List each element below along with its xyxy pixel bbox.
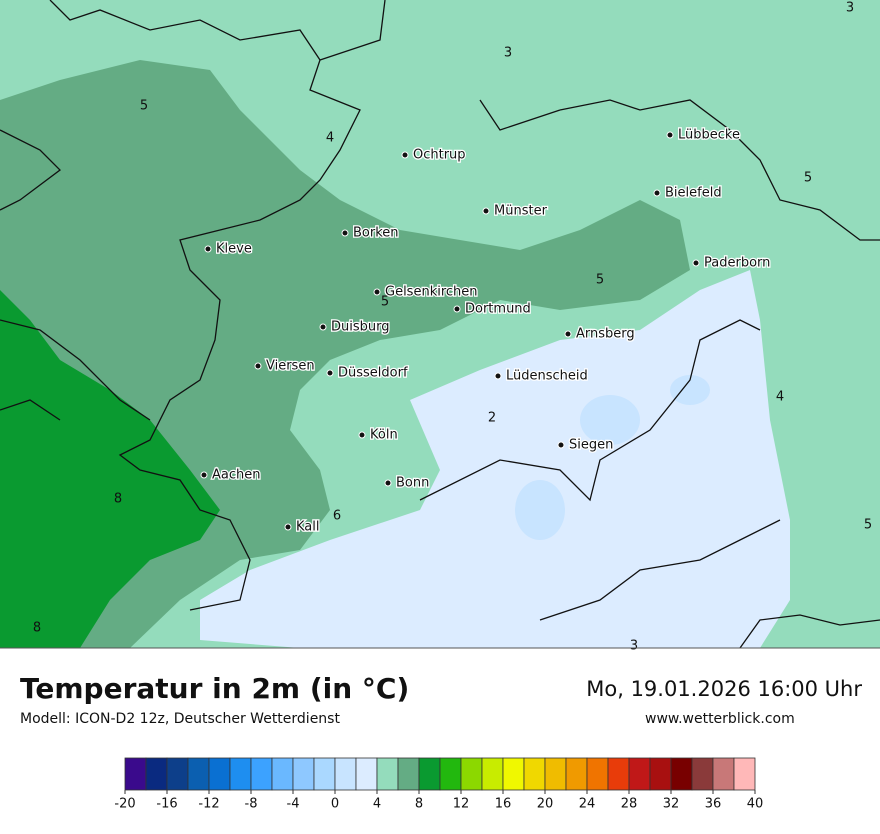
colorbar-box bbox=[607, 757, 630, 791]
tick-label: -8 bbox=[245, 797, 258, 812]
city-label: Ochtrup bbox=[413, 148, 466, 163]
city-label: Duisburg bbox=[331, 320, 390, 335]
city-label: Lübbecke bbox=[678, 128, 740, 143]
colorbar-box bbox=[355, 757, 378, 791]
contour-label: 5 bbox=[140, 99, 148, 114]
tick-label: -16 bbox=[156, 797, 177, 812]
city-label: Paderborn bbox=[704, 256, 770, 271]
tick-label: 36 bbox=[705, 797, 722, 812]
city-label: Arnsberg bbox=[576, 327, 635, 342]
colorbar-box bbox=[733, 757, 756, 791]
contour-labels: 3 3 5 4 5 5 5 4 2 8 6 5 8 3 bbox=[33, 1, 872, 654]
tick-label: 40 bbox=[747, 797, 764, 812]
colorbar: -20 -16 -12 -8 -4 0 4 8 12 16 20 24 28 32 36 40 bbox=[114, 757, 764, 812]
contour-label: 8 bbox=[114, 492, 122, 507]
contour-label: 4 bbox=[326, 131, 334, 146]
colorbar-box bbox=[439, 757, 462, 791]
contour-label: 5 bbox=[381, 295, 389, 310]
colorbar-box bbox=[229, 757, 252, 791]
tick-label: 12 bbox=[453, 797, 470, 812]
contour-label: 3 bbox=[504, 46, 512, 61]
city-label: Lüdenscheid bbox=[506, 369, 588, 384]
city-label: Viersen bbox=[266, 359, 315, 374]
city-label: Düsseldorf bbox=[338, 366, 408, 381]
tick-label: -4 bbox=[287, 797, 300, 812]
city-label: Kleve bbox=[216, 242, 252, 257]
colorbar-box bbox=[481, 757, 504, 791]
city-label: Aachen bbox=[212, 468, 260, 483]
tick-label: -12 bbox=[198, 797, 219, 812]
datetime: Mo, 19.01.2026 16:00 Uhr bbox=[586, 677, 862, 701]
colorbar-box bbox=[418, 757, 441, 791]
tick-label: 16 bbox=[495, 797, 512, 812]
colorbar-box bbox=[460, 757, 483, 791]
contour-label: 3 bbox=[846, 1, 854, 16]
contour-label: 5 bbox=[864, 518, 872, 533]
colorbar-box bbox=[124, 757, 147, 791]
subtitle: Modell: ICON-D2 12z, Deutscher Wetterdie… bbox=[20, 711, 340, 727]
city-label: Gelsenkirchen bbox=[385, 285, 478, 300]
colorbar-box bbox=[313, 757, 336, 791]
colorbar-box bbox=[523, 757, 546, 791]
contour-label: 2 bbox=[488, 411, 496, 426]
contour-label: 5 bbox=[804, 171, 812, 186]
city-label: Münster bbox=[494, 204, 548, 219]
contour-label: 5 bbox=[596, 273, 604, 288]
colorbar-box bbox=[166, 757, 189, 791]
city-label: Bonn bbox=[396, 476, 429, 491]
colorbar-box bbox=[649, 757, 672, 791]
colorbar-box bbox=[208, 757, 231, 791]
colorbar-box bbox=[544, 757, 567, 791]
tick-label: 24 bbox=[579, 797, 596, 812]
colorbar-box bbox=[397, 757, 420, 791]
cities: Ochtrup Lübbecke Bielefeld Münster Borke… bbox=[200, 126, 772, 536]
tick-label: 4 bbox=[373, 797, 381, 812]
colorbar-box bbox=[628, 757, 651, 791]
colorbar-box bbox=[712, 757, 735, 791]
contour-label: 4 bbox=[776, 390, 784, 405]
tick-label: 32 bbox=[663, 797, 680, 812]
colorbar-box bbox=[145, 757, 168, 791]
city-label: Dortmund bbox=[465, 302, 531, 317]
tick-label: -20 bbox=[114, 797, 135, 812]
colorbar-box bbox=[586, 757, 609, 791]
colorbar-box bbox=[376, 757, 399, 791]
colorbar-box bbox=[670, 757, 693, 791]
tick-label: 28 bbox=[621, 797, 638, 812]
city-label: Siegen bbox=[569, 438, 613, 453]
colorbar-box bbox=[691, 757, 714, 791]
city-label: Kall bbox=[296, 520, 320, 535]
tick-label: 8 bbox=[415, 797, 423, 812]
title: Temperatur in 2m (in °C) bbox=[20, 672, 409, 705]
city-label: Bielefeld bbox=[665, 186, 722, 201]
city-label: Köln bbox=[370, 428, 398, 443]
contour-label: 6 bbox=[333, 509, 341, 524]
website: www.wetterblick.com bbox=[645, 711, 795, 727]
tick-label: 0 bbox=[331, 797, 339, 812]
colorbar-box bbox=[250, 757, 273, 791]
colorbar-box bbox=[502, 757, 525, 791]
city-label: Borken bbox=[353, 226, 399, 241]
colorbar-box bbox=[187, 757, 210, 791]
colorbar-box bbox=[565, 757, 588, 791]
tick-label: 20 bbox=[537, 797, 554, 812]
map bbox=[0, 0, 880, 649]
contour-label: 3 bbox=[630, 639, 638, 654]
colorbar-box bbox=[292, 757, 315, 791]
colorbar-box bbox=[334, 757, 357, 791]
colorbar-box bbox=[271, 757, 294, 791]
contour-label: 8 bbox=[33, 621, 41, 636]
